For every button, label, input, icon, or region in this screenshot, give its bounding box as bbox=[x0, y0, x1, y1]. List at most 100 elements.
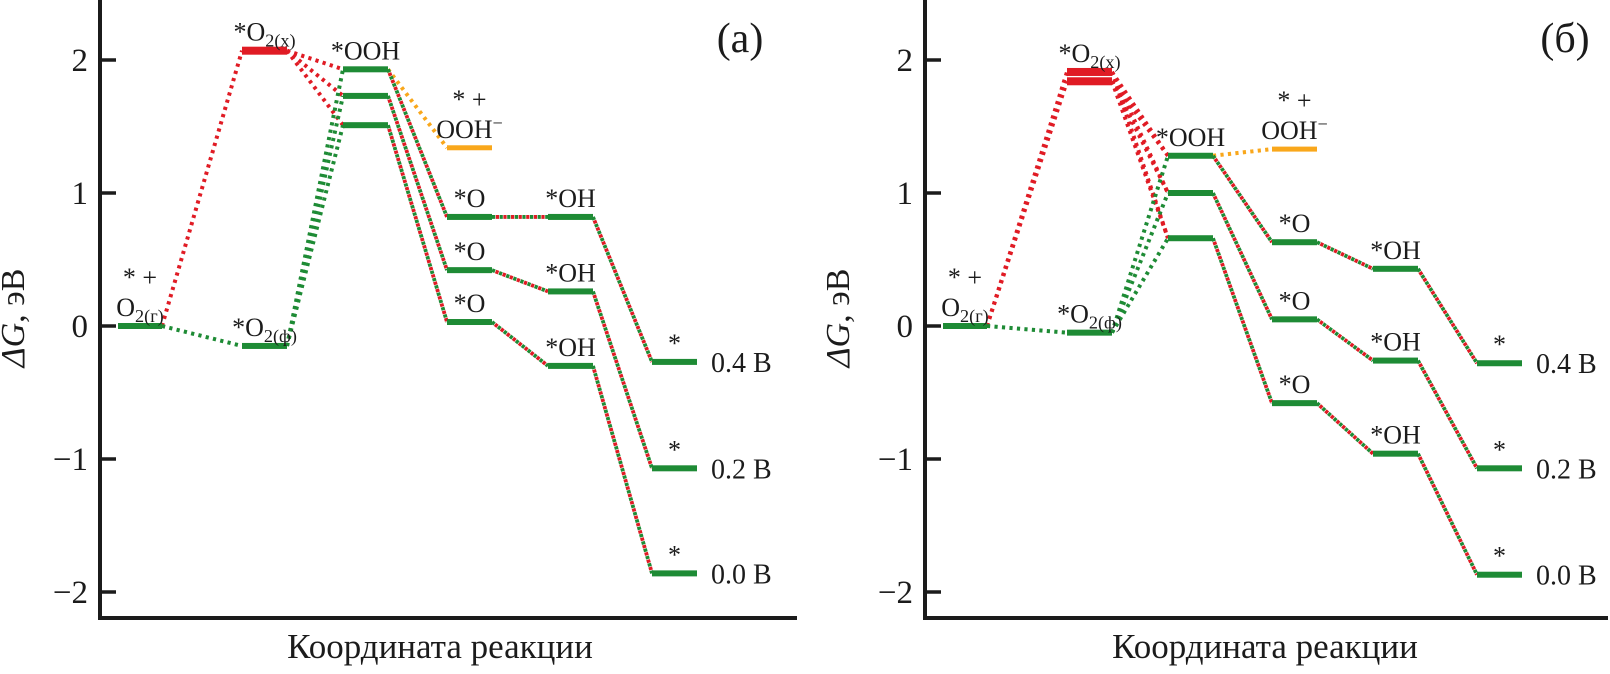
level-OOH-1 bbox=[343, 92, 388, 99]
label-final-1: * bbox=[668, 435, 681, 464]
panel-tag: (б) bbox=[1540, 16, 1589, 62]
y-tick-label-0: 0 bbox=[897, 309, 914, 345]
connection-O2_chem-OOH-3 bbox=[1110, 80, 1170, 157]
panel-tag: (а) bbox=[717, 16, 764, 62]
level-O2_chem-1 bbox=[1067, 77, 1112, 86]
connection-OOH-O-2-red bbox=[1211, 237, 1274, 404]
connection-OOH-O-0-green bbox=[1211, 154, 1274, 244]
level-OOH-1 bbox=[1168, 190, 1213, 196]
connection-OOH-O-2-green bbox=[1211, 237, 1274, 404]
connection-OOH-O-2-red bbox=[386, 124, 449, 323]
potential-label-1: 0.2 В bbox=[711, 454, 772, 485]
level-O-2 bbox=[1272, 400, 1317, 407]
level-OH-0 bbox=[1373, 265, 1418, 272]
connection-OH-final-1-green bbox=[1416, 359, 1479, 470]
connection-O-OH-1-red bbox=[1315, 317, 1375, 363]
level-O-0 bbox=[447, 213, 492, 220]
y-tick-label-2: 2 bbox=[897, 43, 914, 79]
level-initial-0 bbox=[118, 323, 162, 329]
level-O-0 bbox=[1272, 239, 1317, 246]
level-final-1 bbox=[1477, 465, 1522, 472]
label-O2_phys: *O2(ф) bbox=[1057, 300, 1122, 334]
potential-label-2: 0.0 В bbox=[1536, 561, 1597, 592]
y-tick-label--1: −1 bbox=[53, 442, 88, 478]
label-OOH: *OOH bbox=[331, 36, 401, 65]
connection-initial-O2_chem-0 bbox=[160, 50, 244, 327]
y-tick-label-1: 1 bbox=[72, 176, 89, 212]
label-OH-2: *OH bbox=[545, 333, 596, 362]
label-OOH_anion: * + bbox=[1277, 86, 1311, 115]
level-O2_phys-0 bbox=[242, 342, 287, 349]
label-final-0: * bbox=[668, 329, 681, 358]
level-O-1 bbox=[1272, 316, 1317, 323]
label-O-0: *O bbox=[454, 184, 486, 213]
level-final-0 bbox=[652, 358, 697, 365]
potential-label-1: 0.2 В bbox=[1536, 454, 1597, 485]
connection-OOH-OOH_anion-0 bbox=[386, 68, 449, 149]
connection-O-OH-0-green bbox=[1316, 240, 1374, 271]
connection-O2_chem-OOH-0 bbox=[286, 48, 344, 72]
level-O-1 bbox=[447, 267, 492, 274]
connection-O-OH-1-red bbox=[491, 268, 549, 294]
level-final-2 bbox=[1477, 571, 1522, 578]
label-OOH_anion: OOH− bbox=[436, 113, 503, 144]
x-axis-label: Координата реакции bbox=[287, 627, 593, 666]
label-O-2: *O bbox=[1279, 370, 1311, 399]
label-OH-2: *OH bbox=[1370, 421, 1421, 450]
level-OOH-0 bbox=[1168, 152, 1213, 159]
connection-OH-final-1-green bbox=[591, 290, 654, 469]
y-axis-label: ΔG, эВ bbox=[0, 269, 32, 370]
connection-O-OH-0-red bbox=[1316, 240, 1374, 271]
level-OH-0 bbox=[548, 213, 593, 220]
level-initial-0 bbox=[943, 323, 987, 329]
connection-O2_phys-OOH-1 bbox=[285, 95, 345, 347]
label-final-0: * bbox=[1493, 330, 1506, 359]
connection-initial-O2_phys-0 bbox=[161, 324, 243, 348]
potential-label-0: 0.4 В bbox=[1536, 349, 1597, 380]
level-O2_phys-0 bbox=[1067, 329, 1112, 336]
label-OH-0: *OH bbox=[545, 184, 596, 213]
level-OOH_anion-0 bbox=[1272, 146, 1317, 152]
connection-OOH-O-0-red bbox=[1211, 154, 1274, 244]
level-final-1 bbox=[652, 465, 697, 472]
y-tick-label-0: 0 bbox=[72, 309, 89, 345]
connection-OOH-OOH_anion-0 bbox=[1212, 147, 1273, 158]
level-O-2 bbox=[447, 319, 492, 326]
connection-OH-final-2-red bbox=[591, 365, 654, 574]
connection-O-OH-2-green bbox=[1315, 401, 1375, 456]
label-OH-0: *OH bbox=[1370, 236, 1421, 265]
connection-OOH-O-1-green bbox=[1211, 192, 1274, 321]
label-OOH: *OOH bbox=[1156, 123, 1226, 152]
level-OOH-2 bbox=[1168, 235, 1213, 242]
connection-O2_chem-OOH-5 bbox=[1110, 80, 1170, 239]
label-O2_phys: *O2(ф) bbox=[232, 313, 297, 347]
level-O2_chem-0 bbox=[1067, 67, 1112, 76]
label-final-2: * bbox=[668, 540, 681, 569]
level-final-0 bbox=[1477, 360, 1522, 367]
label-initial: O2(г) bbox=[116, 293, 163, 327]
y-tick-label--2: −2 bbox=[53, 575, 88, 611]
label-initial: * + bbox=[948, 263, 982, 292]
connection-O-OH-2-red bbox=[490, 320, 550, 368]
y-tick-label-2: 2 bbox=[72, 43, 89, 79]
label-final-2: * bbox=[1493, 542, 1506, 571]
label-O-1: *O bbox=[454, 237, 486, 266]
connection-OH-final-0-green bbox=[1416, 267, 1479, 365]
connection-O-OH-1-green bbox=[491, 268, 549, 294]
label-OOH_anion: * + bbox=[452, 85, 486, 114]
level-OH-2 bbox=[548, 362, 593, 369]
x-axis-label: Координата реакции bbox=[1112, 627, 1418, 666]
panel-a: 2 1 0 −1 −2 ΔG, эВ Координата реакции (а) * + O2(… bbox=[0, 0, 797, 666]
potential-label-0: 0.4 В bbox=[711, 348, 772, 379]
label-OOH_anion: OOH− bbox=[1261, 114, 1328, 145]
connection-initial-O2_chem-1 bbox=[985, 80, 1069, 327]
connection-OH-final-0-green bbox=[591, 216, 654, 363]
connection-OH-final-1-red bbox=[1416, 359, 1479, 470]
connection-O2_chem-OOH-4 bbox=[1110, 80, 1170, 194]
y-axis-label: ΔG, эВ bbox=[820, 269, 857, 370]
level-O2_chem-0 bbox=[242, 46, 287, 55]
y-tick-label--1: −1 bbox=[878, 442, 913, 478]
